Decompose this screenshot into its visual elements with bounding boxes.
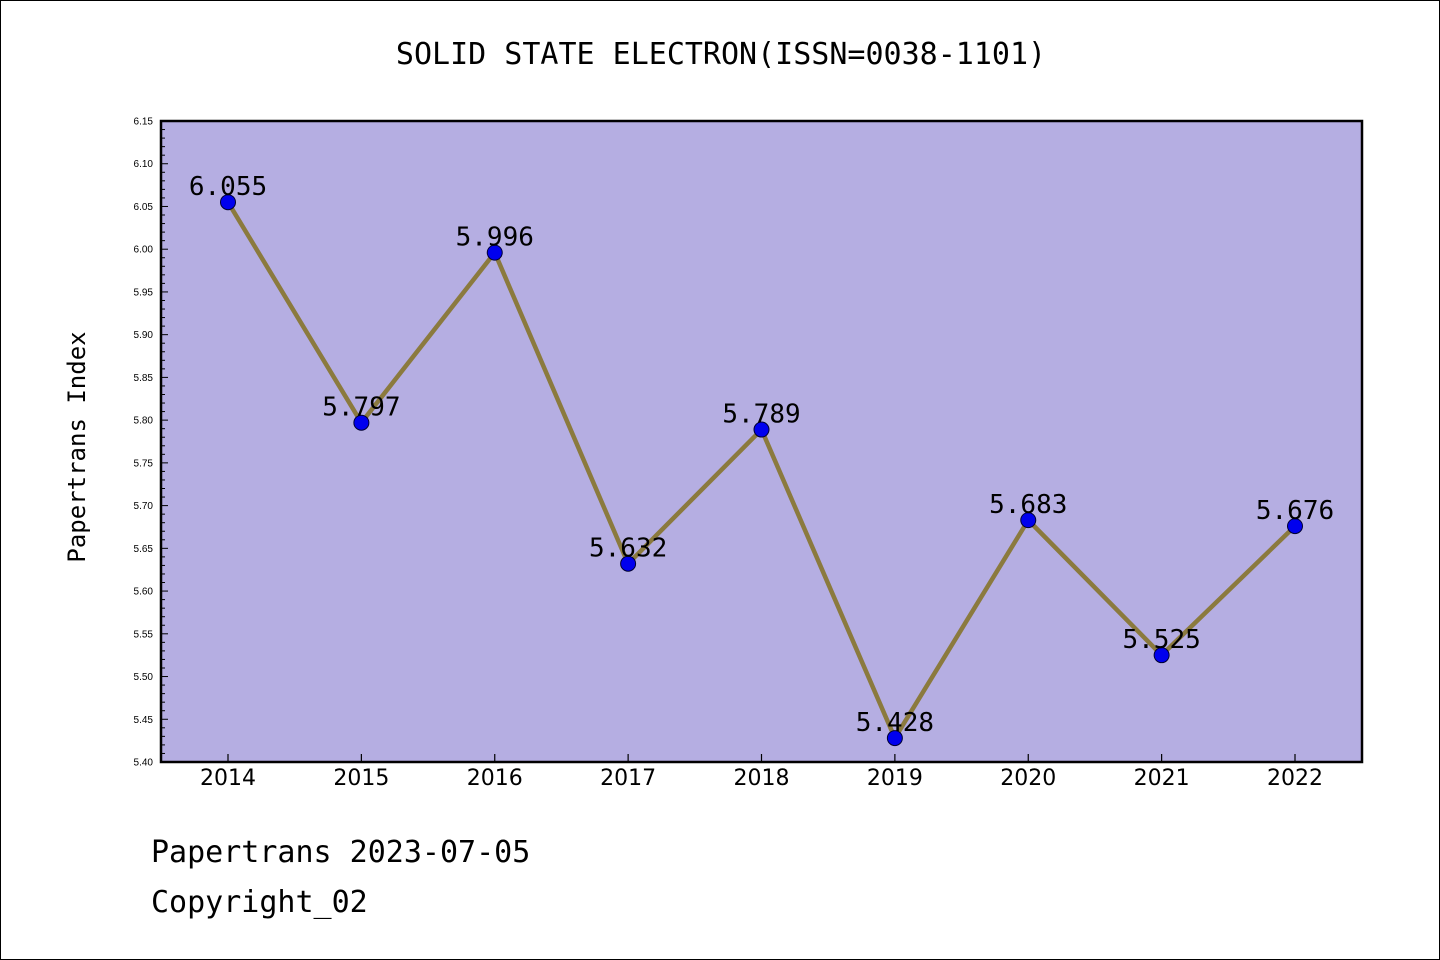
y-tick-label: 5.80 <box>134 416 154 427</box>
x-axis: 2014 2015 2016 2017 2018 2019 2020 2021 2022 <box>200 754 1323 791</box>
y-tick-label: 5.55 <box>134 629 154 640</box>
data-point <box>1153 647 1170 664</box>
chart-title: SOLID STATE ELECTRON(ISSN=0038-1101) <box>395 37 1047 72</box>
y-tick-label: 5.40 <box>134 758 154 769</box>
data-point <box>353 414 370 431</box>
x-tick-label: 2021 <box>1134 766 1190 791</box>
plot-frame <box>159 119 1364 764</box>
x-tick-label: 2022 <box>1267 766 1323 791</box>
data-label: 5.683 <box>989 490 1067 520</box>
y-tick-label: 5.90 <box>134 330 154 341</box>
data-label: 6.055 <box>189 172 267 202</box>
data-point <box>486 244 503 261</box>
data-point <box>753 421 770 438</box>
y-tick-label: 6.05 <box>134 202 154 213</box>
x-tick-label: 2014 <box>200 766 256 791</box>
data-label: 5.632 <box>589 534 667 564</box>
x-tick-label: 2017 <box>600 766 656 791</box>
y-tick-label: 5.70 <box>134 501 154 512</box>
data-label: 5.996 <box>456 223 534 253</box>
data-point <box>1287 518 1303 535</box>
y-tick-label: 6.15 <box>134 117 154 128</box>
y-tick-label: 5.65 <box>134 544 154 555</box>
data-point <box>1020 512 1037 529</box>
x-tick-label: 2016 <box>467 766 523 791</box>
footer-copyright: Copyright_02 <box>151 885 368 920</box>
y-tick-label: 5.45 <box>134 715 154 726</box>
data-label: 5.428 <box>856 708 934 738</box>
series-papertrans-index: 6.055 5.797 5.996 5.632 5.789 5.428 5.683 5.525… <box>189 172 1334 747</box>
footer-date: Papertrans 2023-07-05 <box>151 835 531 870</box>
data-label: 5.525 <box>1122 625 1200 655</box>
data-point <box>886 730 903 747</box>
y-axis-title-text: Papertrans Index <box>63 331 91 563</box>
y-tick-label: 5.75 <box>134 458 154 469</box>
y-axis: 5.40 5.45 5.50 5.55 5.60 5.65 5.70 5.75 5.80 5.85… <box>134 117 168 769</box>
y-tick-label: 5.60 <box>134 587 154 598</box>
y-tick-label: 5.50 <box>134 672 154 683</box>
y-tick-label: 5.95 <box>134 287 154 298</box>
plot-area <box>161 121 1362 762</box>
x-tick-label: 2015 <box>333 766 389 791</box>
y-tick-label: 6.10 <box>134 159 154 170</box>
data-label: 5.789 <box>722 400 800 430</box>
data-point <box>220 194 236 211</box>
x-tick-label: 2019 <box>867 766 923 791</box>
x-tick-label: 2020 <box>1000 766 1056 791</box>
y-tick-label: 6.00 <box>134 245 154 256</box>
y-tick-label: 5.85 <box>134 373 154 384</box>
data-label: 5.797 <box>322 393 400 423</box>
x-tick-label: 2018 <box>734 766 790 791</box>
data-label: 5.676 <box>1256 496 1334 526</box>
data-point <box>620 555 637 572</box>
